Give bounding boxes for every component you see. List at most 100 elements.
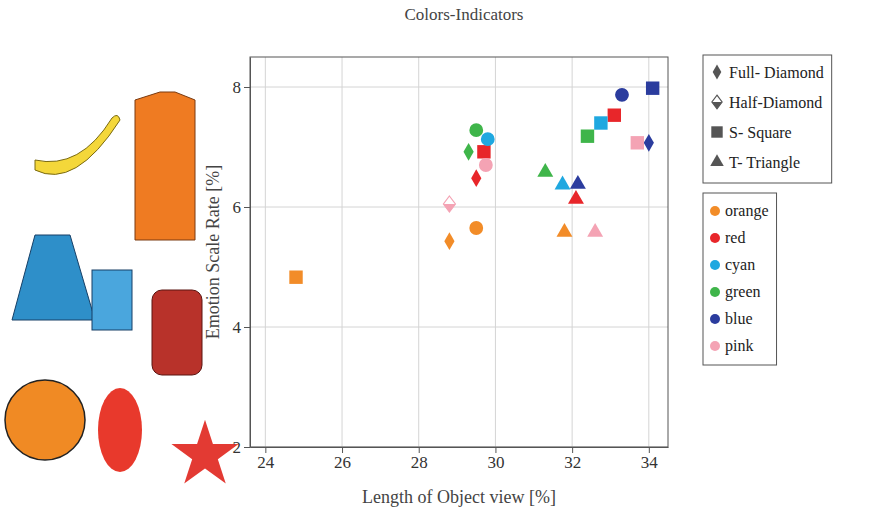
- tick: 4: [233, 318, 251, 337]
- point: [463, 143, 473, 161]
- point: [443, 196, 455, 212]
- legend-marker: [710, 287, 720, 297]
- points: [289, 81, 659, 283]
- y-axis-title: Emotion Scale Rate [%]: [203, 165, 223, 339]
- series: [471, 108, 621, 203]
- marker-outline: [443, 196, 455, 212]
- tick: 26: [334, 447, 351, 472]
- starfish: [171, 420, 238, 484]
- tick-label: 28: [411, 453, 428, 472]
- legend-marker: [711, 126, 722, 137]
- decorations: [5, 92, 239, 484]
- point: [481, 132, 495, 146]
- point: [289, 270, 302, 283]
- grid-line-x: [572, 57, 573, 447]
- tick-label: 34: [641, 453, 659, 472]
- point: [608, 108, 621, 121]
- tick-label: 6: [233, 198, 242, 217]
- tick: 6: [233, 198, 251, 217]
- point: [556, 223, 572, 237]
- x-axis: 24 26 28 30 32 34: [251, 447, 669, 472]
- legend-marker: [712, 95, 722, 109]
- chart: 2426283032342468Length of Object view [%…: [0, 0, 871, 511]
- cupcake: [92, 270, 132, 330]
- tick-label: 30: [487, 453, 504, 472]
- point: [646, 81, 659, 94]
- series: [443, 136, 644, 237]
- point: [469, 221, 483, 235]
- tick-label: 24: [257, 453, 275, 472]
- point: [469, 123, 483, 137]
- legend-label: T- Triangle: [729, 154, 800, 172]
- series: [570, 81, 659, 188]
- tick-mark: [244, 207, 250, 208]
- banana: [35, 115, 120, 174]
- tick-label: 4: [233, 318, 242, 337]
- legend-label: cyan: [725, 256, 755, 274]
- tick: 28: [411, 447, 428, 472]
- title: Colors-Indicators: [405, 5, 524, 24]
- jar: [152, 290, 202, 375]
- series: [481, 116, 608, 189]
- tomato: [98, 388, 142, 472]
- shirt: [135, 92, 195, 240]
- y-axis: 2 4 6 8: [233, 58, 251, 457]
- point: [477, 145, 490, 158]
- grid-line-y: [250, 327, 668, 328]
- tick: 2: [233, 438, 251, 457]
- marker-fill: [443, 204, 455, 212]
- legend-label: green: [725, 283, 761, 301]
- series: [289, 221, 572, 284]
- grid-line-x: [342, 57, 343, 447]
- point: [444, 232, 454, 250]
- plot-frame: [250, 57, 668, 447]
- point: [644, 134, 654, 152]
- point: [615, 88, 629, 102]
- point: [555, 176, 571, 190]
- grid-line-y: [250, 207, 668, 208]
- legend-label: Half-Diamond: [729, 94, 822, 111]
- grid-line-x: [265, 57, 266, 447]
- series: [463, 123, 594, 177]
- tick: 8: [233, 78, 251, 97]
- legend-marker: [710, 206, 720, 216]
- tick: 30: [487, 447, 504, 472]
- marker-fill: [712, 102, 722, 109]
- legend-marker: [710, 260, 720, 270]
- point: [568, 190, 584, 204]
- point: [471, 169, 481, 187]
- tick-label: 2: [233, 438, 242, 457]
- legend-marker: [710, 233, 720, 243]
- axis-line: [251, 447, 669, 448]
- grid: [250, 57, 668, 447]
- tick-label: 26: [334, 453, 351, 472]
- legend-label: S- Square: [729, 124, 792, 142]
- legend-label: Full- Diamond: [729, 64, 824, 81]
- point: [537, 163, 553, 177]
- tick: 24: [257, 447, 275, 472]
- legend-label: blue: [725, 310, 753, 327]
- tick: 34: [641, 447, 659, 472]
- tick-mark: [244, 447, 250, 448]
- ball: [5, 380, 85, 460]
- legend-marker: [713, 64, 722, 79]
- grid-line-x: [418, 57, 419, 447]
- tick-mark: [244, 87, 250, 88]
- point: [631, 136, 644, 149]
- point: [594, 116, 607, 129]
- legend-label: orange: [725, 202, 769, 220]
- axis-line: [250, 58, 251, 448]
- grid-line-x: [648, 57, 649, 447]
- x-axis-title: Length of Object view [%]: [362, 487, 556, 507]
- legend-box: [703, 193, 777, 365]
- grid-line-y: [250, 87, 668, 88]
- tick-label: 32: [564, 453, 581, 472]
- tick-mark: [244, 327, 250, 328]
- legend-marker: [710, 314, 720, 324]
- marker-outline: [712, 95, 722, 109]
- legend-marker: [710, 341, 720, 351]
- legend-label: red: [725, 229, 745, 246]
- tick: 32: [564, 447, 581, 472]
- lamp: [12, 235, 95, 320]
- point: [570, 175, 586, 189]
